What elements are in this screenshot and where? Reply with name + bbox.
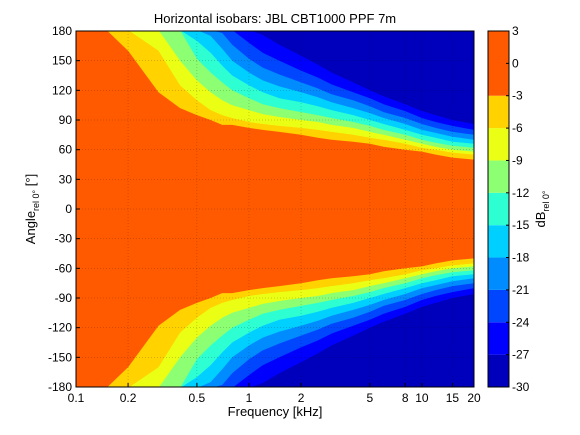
- colorbar-ticks: 3 0 -3 -6 -9 -12 -15 -18 -21 -24 -27 -30: [506, 24, 530, 394]
- colorbar-tick-label: -30: [512, 380, 530, 394]
- colorbar-tick-label: -21: [512, 283, 530, 297]
- colorbar-tick-label: -12: [512, 186, 530, 200]
- x-tick-label: 10: [415, 391, 429, 405]
- y-tick-label: 150: [52, 54, 72, 68]
- x-tick-label: 20: [467, 391, 481, 405]
- x-tick-label: 0.5: [189, 391, 206, 405]
- y-axis: 180 150 120 90 60 30 0 -30 -60 -90 -120 -150 -180: [48, 24, 80, 394]
- colorbar-label-sub: rel 0°: [541, 190, 551, 212]
- isobar-region-15db: [76, 31, 474, 387]
- colorbar-segment: [488, 31, 509, 96]
- y-axis-label-unit: [°]: [23, 174, 38, 190]
- x-axis: 0.1 0.2 0.5 1 2 5 8 10 15 20: [68, 383, 481, 405]
- x-tick-label: 0.2: [120, 391, 137, 405]
- colorbar-tick-label: -27: [512, 348, 530, 362]
- chart-title: Horizontal isobars: JBL CBT1000 PPF 7m: [154, 11, 396, 26]
- y-tick-label: -30: [55, 232, 73, 246]
- colorbar-segment: [488, 128, 509, 161]
- colorbar-tick-label: 3: [512, 24, 519, 38]
- x-axis-label: Frequency [kHz]: [228, 404, 323, 419]
- colorbar-tick-label: -3: [512, 89, 523, 103]
- y-tick-label: -120: [48, 321, 72, 335]
- y-axis-label: Anglerel 0° [°]: [23, 174, 41, 244]
- y-tick-label: 60: [59, 143, 73, 157]
- y-tick-label: 0: [65, 202, 72, 216]
- y-tick-label: 180: [52, 24, 72, 38]
- colorbar-tick-label: -9: [512, 153, 523, 167]
- y-tick-label: 30: [59, 172, 73, 186]
- colorbar-tick-label: -18: [512, 251, 530, 265]
- y-tick-label: -150: [48, 350, 72, 364]
- colorbar-segment: [488, 257, 509, 290]
- colorbar-segment: [488, 160, 509, 193]
- x-tick-label: 5: [367, 391, 374, 405]
- colorbar-segment: [488, 95, 509, 129]
- colorbar-segment: [488, 225, 509, 258]
- colorbar-segment: [488, 322, 509, 355]
- colorbar-tick-label: -6: [512, 121, 523, 135]
- x-tick-label: 15: [446, 391, 460, 405]
- colorbar-segment: [488, 192, 509, 226]
- colorbar-tick-label: -24: [512, 315, 530, 329]
- y-tick-label: -180: [48, 380, 72, 394]
- colorbar-tick-label: 0: [512, 56, 519, 70]
- colorbar-segment: [488, 354, 509, 387]
- x-tick-label: 0.1: [68, 391, 85, 405]
- colorbar-tick-label: -15: [512, 218, 530, 232]
- colorbar-frame: [487, 30, 510, 388]
- y-tick-label: -90: [55, 291, 73, 305]
- plot-area: [76, 31, 474, 387]
- colorbar: [488, 31, 509, 387]
- y-tick-label: 90: [59, 113, 73, 127]
- y-axis-label-sub: rel 0°: [31, 189, 41, 211]
- x-tick-label: 1: [246, 391, 253, 405]
- y-tick-label: 120: [52, 83, 72, 97]
- colorbar-label: dBrel 0°: [533, 190, 551, 227]
- isobar-region-27db: [76, 31, 474, 387]
- y-axis-label-main: Angle: [23, 211, 38, 244]
- colorbar-label-main: dB: [533, 212, 548, 228]
- y-tick-label: -60: [55, 261, 73, 275]
- x-tick-label: 2: [298, 391, 305, 405]
- grid-lines: [76, 31, 474, 387]
- colorbar-segment: [488, 289, 509, 323]
- x-tick-label: 8: [402, 391, 409, 405]
